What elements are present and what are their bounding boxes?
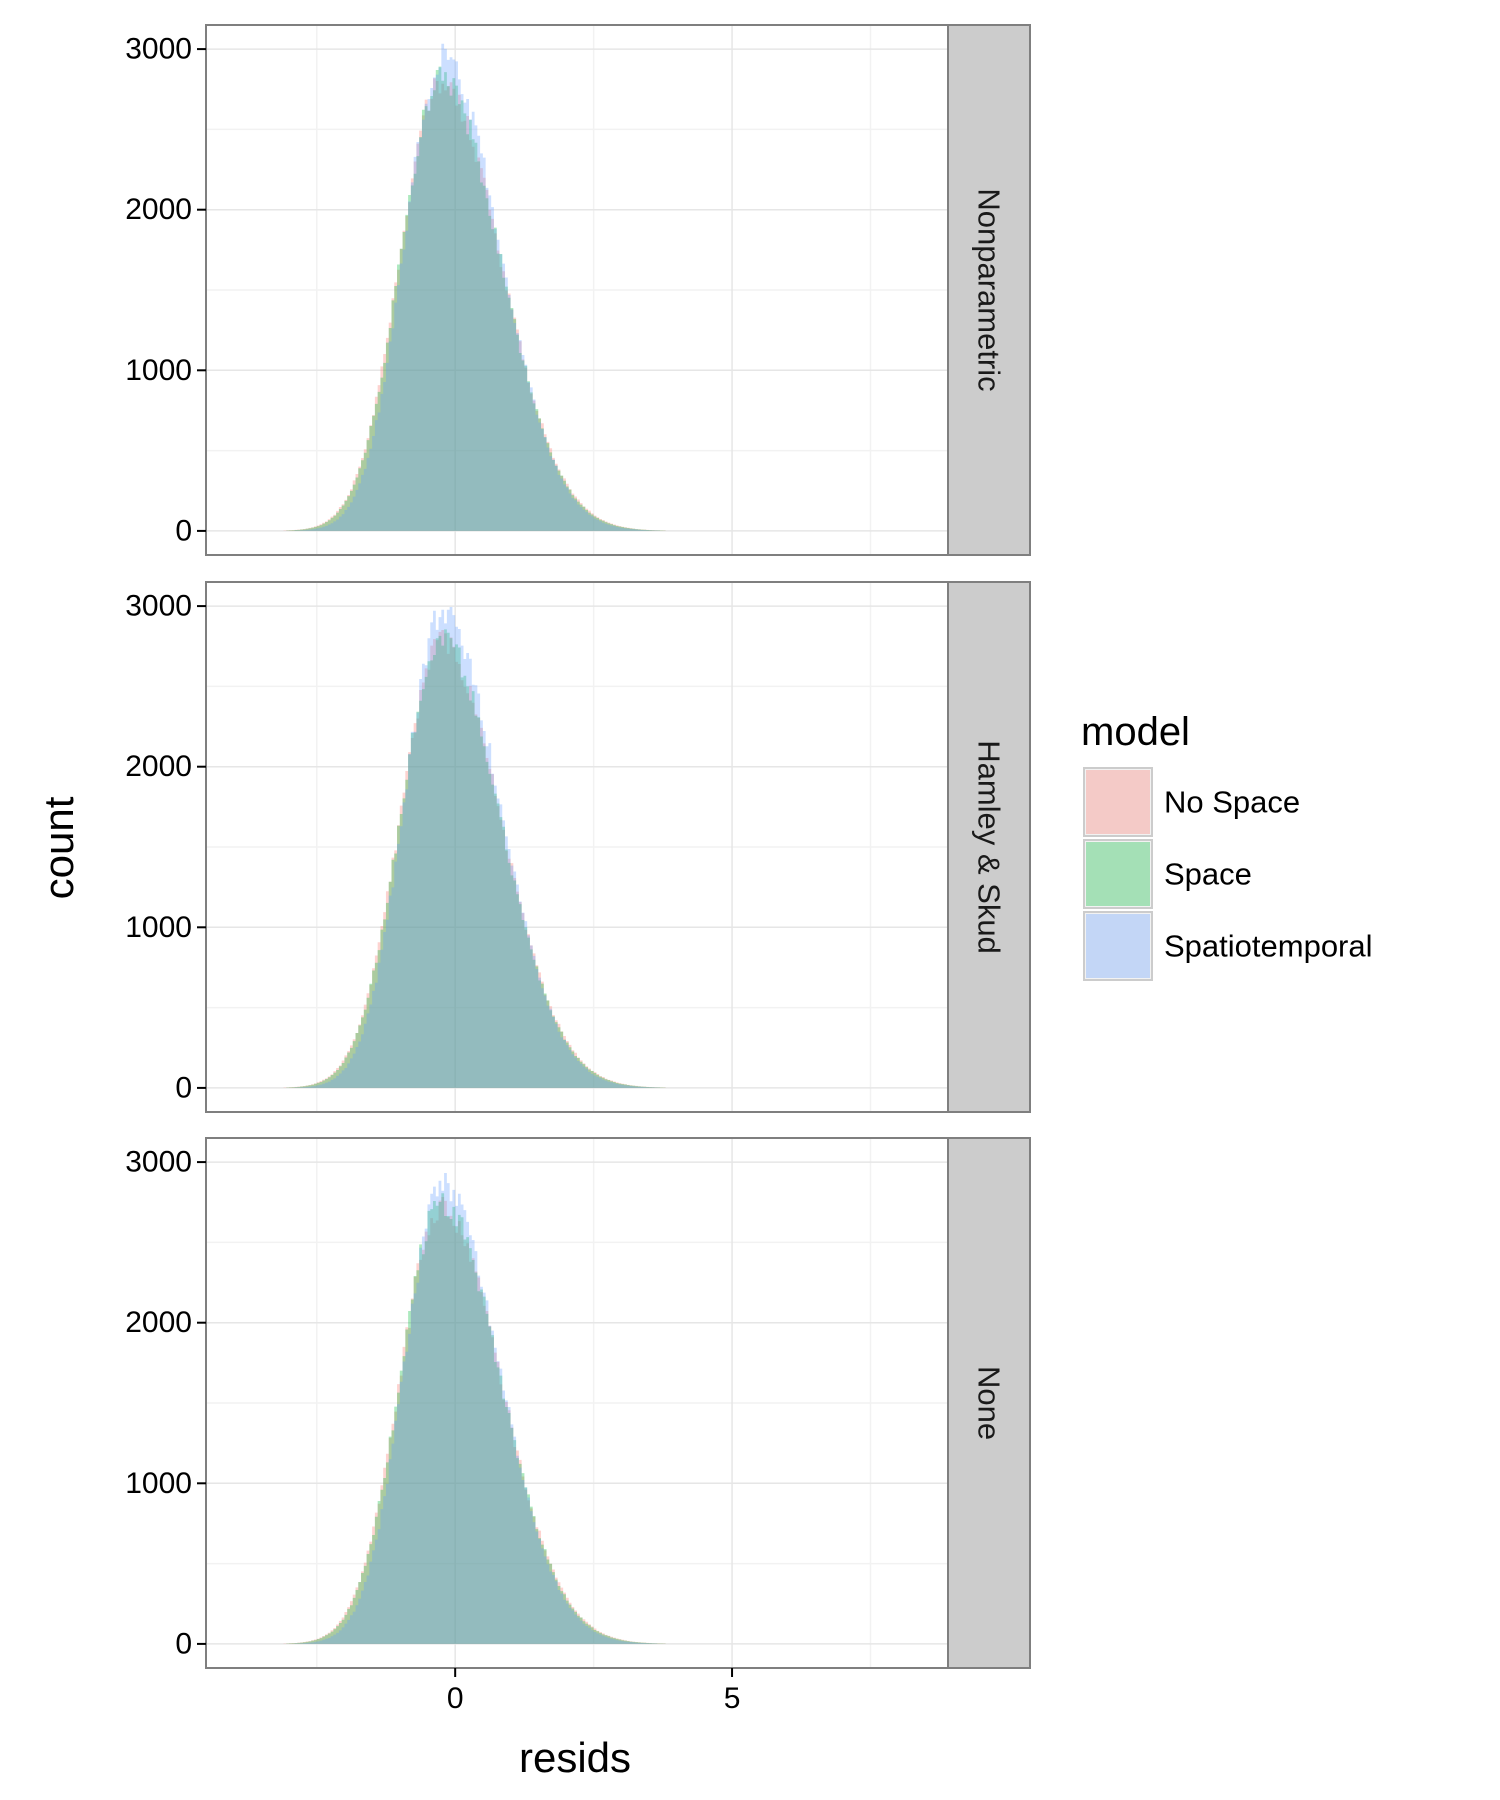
facet-strip-label: Hamley & Skud	[972, 740, 1007, 954]
histogram-spatiotemporal	[294, 606, 661, 1088]
x-tick-label: 5	[724, 1682, 741, 1715]
y-tick-label: 3000	[125, 1146, 192, 1179]
facet-panels: Nonparametric 0 1000 2000 3000 Hamley & Skud 0…	[125, 24, 1031, 1669]
legend-key-no-space	[1086, 770, 1150, 834]
histogram-space	[286, 629, 666, 1088]
legend: model No Space Space Spatiotemporal	[1081, 710, 1373, 981]
legend-key-spatiotemporal	[1086, 914, 1150, 978]
legend-label-space: Space	[1164, 857, 1252, 892]
histogram-space	[286, 66, 666, 531]
legend-title: model	[1081, 710, 1190, 754]
y-tick-label: 2000	[125, 1306, 192, 1339]
legend-key-space	[1086, 842, 1150, 906]
y-tick-label: 3000	[125, 590, 192, 623]
x-tick-label: 0	[447, 1682, 464, 1715]
legend-label-spatiotemporal: Spatiotemporal	[1164, 929, 1373, 964]
histogram-no-space	[283, 78, 666, 531]
facet-hamley-skud: Hamley & Skud 0 1000 2000 3000	[125, 581, 1031, 1113]
y-axis-title: count	[35, 796, 82, 899]
legend-label-no-space: No Space	[1164, 785, 1300, 820]
histogram-spatiotemporal	[294, 1173, 658, 1644]
y-tick-label: 3000	[125, 33, 192, 66]
facet-none: None 0 1000 2000 3000	[125, 1137, 1031, 1669]
x-axis-title: resids	[519, 1734, 631, 1781]
y-tick-label: 0	[175, 1627, 192, 1660]
histogram-space	[286, 1193, 666, 1644]
histogram-no-space	[283, 629, 666, 1088]
facet-strip	[947, 1137, 1031, 1669]
y-tick-label: 1000	[125, 354, 192, 387]
facet-strip	[947, 581, 1031, 1113]
histogram-spatiotemporal	[294, 43, 661, 531]
facet-strip	[947, 24, 1031, 556]
y-tick-label: 1000	[125, 911, 192, 944]
legend-key-background	[1083, 767, 1153, 837]
y-tick-label: 0	[175, 514, 192, 547]
y-tick-label: 1000	[125, 1467, 192, 1500]
y-tick-label: 0	[175, 1071, 192, 1104]
y-tick-label: 2000	[125, 750, 192, 783]
histogram-no-space	[283, 1197, 666, 1644]
legend-key-background	[1083, 839, 1153, 909]
facet-nonparametric: Nonparametric 0 1000 2000 3000	[125, 24, 1031, 556]
facet-strip-label: None	[972, 1366, 1007, 1440]
facet-strip-label: Nonparametric	[972, 188, 1007, 391]
legend-key-background	[1083, 911, 1153, 981]
y-tick-label: 2000	[125, 193, 192, 226]
